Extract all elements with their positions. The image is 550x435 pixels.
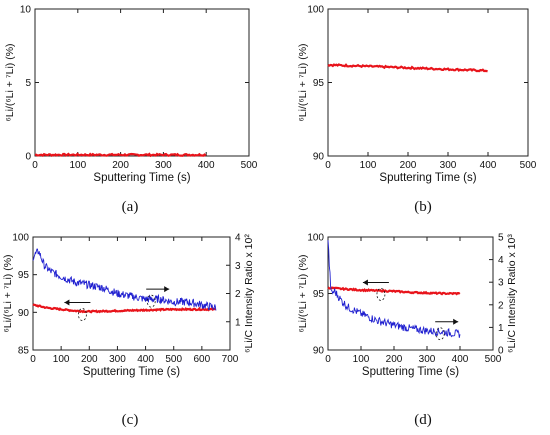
x-tick-label: 200	[400, 160, 417, 171]
y2-tick-label: 3	[498, 278, 504, 289]
x-tick-label: 100	[69, 160, 86, 171]
panel-caption-d: (d)	[414, 412, 432, 428]
x-axis-label-c: Sputtering Time (s)	[83, 366, 180, 378]
y2-tick-label: 4	[498, 255, 504, 266]
x-tick-label: 0	[30, 354, 36, 365]
series-line-d-1	[327, 240, 461, 338]
y2-tick-label: 1	[498, 323, 504, 334]
series-line-b-0	[327, 63, 488, 73]
x-tick-label: 600	[194, 354, 211, 365]
x-tick-label: 200	[112, 160, 129, 171]
x-tick-label: 400	[452, 354, 469, 365]
x-tick-label: 0	[32, 160, 38, 171]
x-tick-label: 300	[440, 160, 457, 171]
y-tick-label: 95	[313, 78, 325, 89]
x-tick-label: 0	[325, 160, 331, 171]
y-axis-label-c: ⁶Li/(⁶Li + ⁷Li) (%)	[2, 254, 14, 332]
x-tick-label: 500	[485, 354, 502, 365]
x-tick-label: 500	[241, 160, 258, 171]
x-tick-label: 300	[109, 354, 126, 365]
x-tick-label: 0	[325, 354, 331, 365]
right-axis-arrowhead	[453, 318, 459, 325]
x-tick-label: 400	[198, 160, 215, 171]
panel-caption-b: (b)	[414, 199, 432, 215]
series-line-d-0	[327, 286, 461, 296]
y-axis-label-b: ⁶Li/(⁶Li + ⁷Li) (%)	[297, 43, 309, 121]
y-tick-label: 0	[25, 152, 31, 163]
plot-frame-b	[327, 8, 529, 157]
y-axis-label-a: ⁶Li/(⁶Li + ⁷Li) (%)	[4, 43, 16, 121]
plot-frame-a	[34, 8, 250, 157]
y-tick-label: 95	[18, 270, 30, 281]
x-tick-label: 300	[155, 160, 172, 171]
y2-tick-label: 1	[235, 317, 241, 328]
y-tick-label: 100	[307, 233, 324, 244]
x-tick-label: 400	[137, 354, 154, 365]
right-axis-marker-ellipse	[146, 294, 156, 308]
x-tick-label: 100	[53, 354, 70, 365]
series-line-c-0	[32, 303, 216, 314]
series-line-c-1	[32, 248, 217, 311]
y-tick-label: 90	[313, 152, 325, 163]
left-axis-marker-ellipse	[376, 288, 386, 301]
y-tick-label: 95	[313, 289, 325, 300]
y-tick-label: 10	[20, 5, 32, 16]
x-tick-label: 100	[360, 160, 377, 171]
y2-axis-label-d: ⁶Li/C Intensity Ratio x 10³	[506, 234, 518, 353]
x-tick-label: 200	[386, 354, 403, 365]
left-axis-arrowhead	[64, 299, 70, 306]
y-tick-label: 85	[18, 346, 30, 357]
x-tick-label: 400	[480, 160, 497, 171]
x-tick-label: 500	[165, 354, 182, 365]
panel-caption-c: (c)	[122, 412, 139, 428]
right-axis-marker-ellipse	[435, 327, 445, 341]
x-tick-label: 200	[81, 354, 98, 365]
x-tick-label: 500	[520, 160, 537, 171]
y2-tick-label: 2	[498, 300, 504, 311]
y2-tick-label: 4	[235, 233, 241, 244]
x-tick-label: 700	[222, 354, 239, 365]
y-tick-label: 100	[307, 5, 324, 16]
y2-tick-label: 2	[235, 289, 241, 300]
left-axis-arrowhead	[362, 279, 368, 286]
y2-axis-label-c: ⁶Li/C Intensity Ratio x 10²	[243, 234, 255, 353]
x-axis-label-b: Sputtering Time (s)	[379, 172, 476, 184]
y-tick-label: 90	[18, 308, 30, 319]
series-line-a-0	[34, 152, 207, 158]
x-axis-label-d: Sputtering Time (s)	[362, 366, 459, 378]
y-axis-label-d: ⁶Li/(⁶Li + ⁷Li) (%)	[297, 254, 309, 332]
y-tick-label: 100	[12, 233, 29, 244]
x-tick-label: 300	[419, 354, 436, 365]
left-axis-marker-ellipse	[78, 308, 87, 321]
y-tick-label: 90	[313, 346, 325, 357]
y2-tick-label: 0	[498, 346, 504, 357]
x-axis-label-a: Sputtering Time (s)	[93, 172, 190, 184]
x-tick-label: 100	[353, 354, 370, 365]
right-axis-arrowhead	[164, 286, 170, 293]
panel-caption-a: (a)	[122, 199, 139, 215]
y-tick-label: 5	[25, 78, 31, 89]
y2-tick-label: 5	[498, 233, 504, 244]
y2-tick-label: 3	[235, 261, 241, 272]
